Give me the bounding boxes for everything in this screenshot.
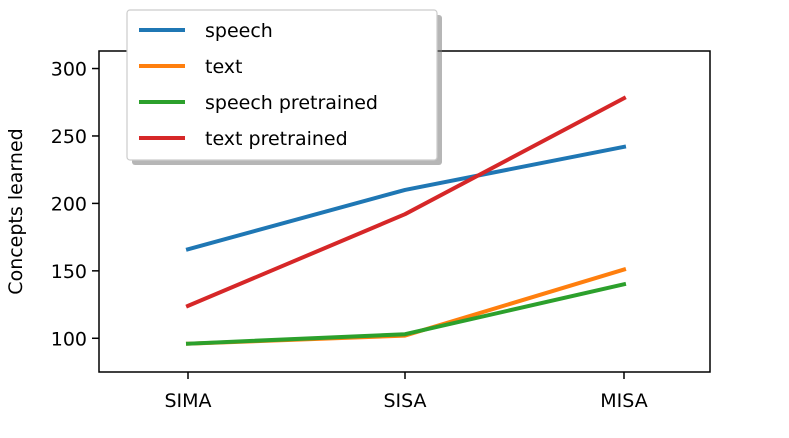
x-tick-label: SISA <box>383 390 426 412</box>
axes-layer: SIMA SISA MISA 100 150 200 250 300 <box>51 50 711 412</box>
y-tick-label: 100 <box>51 328 87 350</box>
x-tick-label: SIMA <box>164 390 211 412</box>
series-line-text-pretrained <box>185 95 627 309</box>
legend-entry-label: text <box>205 56 243 78</box>
legend-entry-label: speech pretrained <box>205 92 378 114</box>
legend: speech text speech pretrained text pretrain… <box>126 9 442 165</box>
y-axis-label: Concepts learned <box>5 128 27 294</box>
series-layer <box>185 95 627 346</box>
y-tick-label: 200 <box>51 193 87 215</box>
x-tick-label: MISA <box>600 390 647 412</box>
series-line-speech <box>185 144 627 252</box>
legend-entry-label: text pretrained <box>205 128 348 150</box>
y-tick-label: 150 <box>51 261 87 283</box>
y-tick-label: 300 <box>51 59 87 81</box>
series-line-speech-pretrained <box>185 281 627 346</box>
legend-box <box>126 9 438 161</box>
y-tick-label: 250 <box>51 126 87 148</box>
legend-entry-label: speech <box>205 20 273 42</box>
